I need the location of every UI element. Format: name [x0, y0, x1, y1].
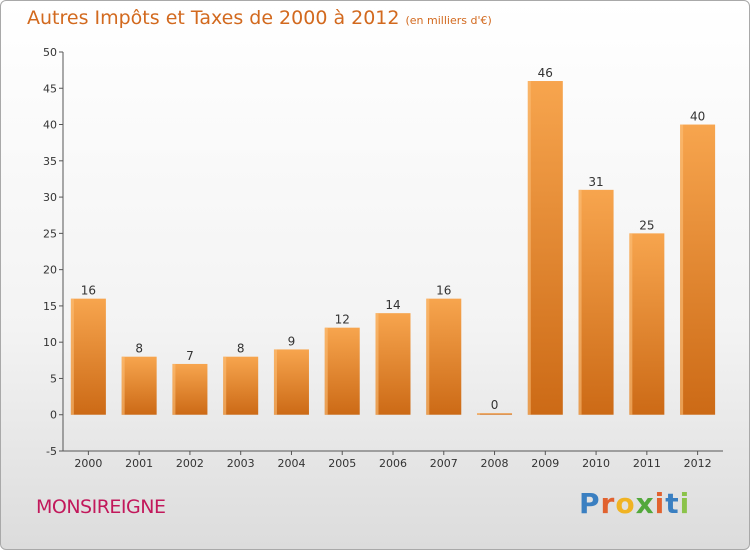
y-tick-label: 30	[43, 191, 57, 204]
y-tick-label: -5	[46, 445, 57, 458]
data-label-2001: 8	[135, 342, 143, 356]
bar-2001	[121, 356, 157, 415]
bar-highlight-2000	[70, 298, 74, 415]
y-tick-label: 40	[43, 119, 57, 132]
brand-letter: t	[665, 487, 680, 520]
x-tick-label-2002: 2002	[176, 457, 204, 470]
bar-2006	[375, 313, 411, 415]
commune-name: MONSIREIGNE	[36, 496, 166, 518]
y-tick-label: 50	[43, 46, 57, 59]
y-tick-label: 5	[50, 372, 57, 385]
y-tick-label: 35	[43, 155, 57, 168]
bar-2012	[680, 124, 716, 415]
data-label-2011: 25	[639, 218, 654, 232]
data-label-2009: 46	[538, 66, 553, 80]
chart-axes: -5 0 5 10 15 20 25 30 35 40 45 50 2000 2001 2002 2003 20…	[43, 46, 723, 470]
bar-highlight-2004	[273, 349, 277, 415]
x-tick-label-2011: 2011	[633, 457, 661, 470]
bar-highlight-2006	[375, 313, 379, 415]
data-label-2005: 12	[335, 313, 350, 327]
y-tick-label: 15	[43, 300, 57, 313]
proxiti-logo[interactable]: Proxiti	[579, 487, 690, 520]
x-tick-label-2007: 2007	[430, 457, 458, 470]
x-tick-label-2004: 2004	[277, 457, 305, 470]
data-label-2004: 9	[288, 334, 296, 348]
data-label-2012: 40	[690, 110, 705, 124]
bar-2003	[223, 356, 259, 415]
bar-highlight-2011	[629, 233, 633, 415]
chart-data-labels: 16 8 7 8 9 12 14 16 0 46 31 25 40	[81, 66, 706, 412]
brand-letter: i	[679, 487, 691, 520]
bar-2009	[527, 81, 563, 415]
data-label-2008: 0	[491, 398, 499, 412]
chart-title: Autres Impôts et Taxes de 2000 à 2012 (en…	[27, 7, 492, 29]
x-tick-label-2001: 2001	[125, 457, 153, 470]
x-tick-label-2012: 2012	[684, 457, 712, 470]
data-label-2003: 8	[237, 342, 245, 356]
chart-unit: (en milliers d'€)	[405, 14, 492, 27]
y-tick-label: 10	[43, 336, 57, 349]
data-label-2010: 31	[588, 175, 603, 189]
y-tick-label: 20	[43, 264, 57, 277]
brand-letter: o	[615, 487, 636, 520]
bar-highlight-2009	[527, 81, 531, 415]
bar-2004	[273, 349, 309, 415]
bar-2011	[629, 233, 665, 415]
data-label-2007: 16	[436, 284, 451, 298]
x-tick-label-2008: 2008	[481, 457, 509, 470]
data-label-2006: 14	[385, 298, 400, 312]
bar-2007	[426, 298, 462, 415]
x-tick-label-2009: 2009	[531, 457, 559, 470]
bar-2005	[324, 327, 360, 415]
y-tick-label: 45	[43, 82, 57, 95]
bar-highlight-2003	[223, 356, 227, 415]
brand-letter: x	[635, 487, 655, 520]
x-tick-label-2010: 2010	[582, 457, 610, 470]
data-label-2000: 16	[81, 284, 96, 298]
chart-title-text: Autres Impôts et Taxes de 2000 à 2012	[27, 7, 400, 29]
x-tick-label-2003: 2003	[227, 457, 255, 470]
bar-highlight-2010	[578, 189, 582, 415]
bar-highlight-2001	[121, 356, 125, 415]
brand-letter: P	[579, 487, 601, 520]
chart-bars	[70, 81, 716, 415]
x-tick-label-2005: 2005	[328, 457, 356, 470]
x-tick-label-2000: 2000	[74, 457, 102, 470]
bar-2002	[172, 363, 208, 415]
bar-highlight-2002	[172, 363, 176, 415]
y-tick-label: 25	[43, 227, 57, 240]
x-tick-label-2006: 2006	[379, 457, 407, 470]
data-label-2002: 7	[186, 349, 194, 363]
y-tick-label: 0	[50, 409, 57, 422]
bar-2000	[70, 298, 106, 415]
bar-2010	[578, 189, 614, 415]
bar-highlight-2012	[680, 124, 684, 415]
bar-highlight-2008	[477, 413, 481, 415]
brand-letter: r	[600, 487, 616, 520]
bar-highlight-2005	[324, 327, 328, 415]
brand-letter: i	[654, 487, 666, 520]
bar-2008	[477, 413, 513, 415]
bar-highlight-2007	[426, 298, 430, 415]
